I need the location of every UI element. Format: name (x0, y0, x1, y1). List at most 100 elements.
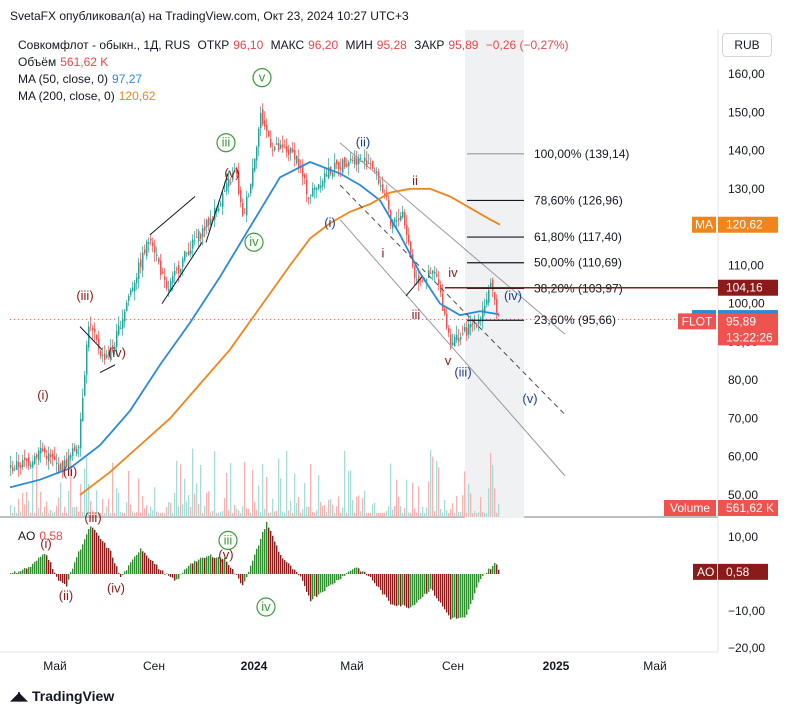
price-wave-label: iv (249, 234, 259, 249)
volume-bar (76, 506, 78, 517)
ma50-value: 97,27 (112, 72, 143, 86)
ao-bar (216, 557, 218, 574)
ao-bar (10, 573, 12, 574)
volume-bar (444, 499, 446, 517)
volume-bar (332, 504, 334, 517)
volume-bar (404, 507, 406, 517)
candle-body (440, 284, 442, 293)
candle-body (202, 228, 204, 237)
volume-bar (88, 483, 90, 517)
candle-body (366, 160, 368, 167)
ao-bar (142, 551, 144, 574)
ao-bar (386, 574, 388, 598)
volume-bar (420, 512, 422, 517)
ao-bar (484, 573, 486, 575)
ma200-line (79, 187, 501, 496)
volume-bar (52, 512, 54, 517)
candle-body (488, 290, 490, 303)
ao-bar (222, 559, 224, 574)
volume-bar (478, 512, 480, 517)
volume-bar (92, 510, 94, 517)
ao-bar (24, 567, 26, 574)
ao-bar (100, 538, 102, 574)
volume-bar (360, 511, 362, 517)
ao-bar (468, 574, 470, 610)
volume-bar (436, 460, 438, 517)
volume-bar (148, 512, 150, 517)
ao-bar (448, 574, 450, 616)
fib-level-label: 100,00% (139,14) (534, 147, 629, 161)
ao-bar (330, 574, 332, 585)
volume-bar (392, 509, 394, 517)
candle-body (136, 277, 138, 284)
ao-bar (12, 572, 14, 574)
candle-body (54, 456, 56, 461)
volume-bar (266, 476, 268, 517)
ao-tag-bg (718, 563, 768, 580)
ao-bar (332, 574, 334, 585)
volume-bar (164, 512, 166, 517)
ao-bar (488, 568, 490, 574)
ao-bar (82, 544, 84, 574)
volume-bar (248, 508, 250, 517)
candle-body (414, 266, 416, 278)
candle-body (270, 138, 272, 147)
candle-body (88, 326, 90, 348)
trend-line (149, 196, 196, 236)
candle-body (402, 211, 404, 218)
candle-body (326, 174, 328, 177)
candle-body (362, 160, 364, 162)
volume-bar (26, 491, 28, 517)
ao-bar (294, 569, 296, 574)
volume-bar (482, 511, 484, 517)
volume-bar (410, 512, 412, 517)
volume-bar (36, 451, 38, 517)
volume-label: Объём (18, 55, 57, 69)
volume-bar (220, 512, 222, 517)
ao-bar (418, 574, 420, 600)
volume-bar (60, 482, 62, 517)
ma200-price-label-bg (718, 216, 778, 233)
publisher-byline: SvetaFX опубликовал(а) на TradingView.co… (10, 9, 409, 23)
volume-bar (434, 511, 436, 517)
volume-bar (58, 497, 60, 517)
volume-bar (278, 458, 280, 517)
ao-wave-circle (256, 597, 276, 617)
volume-bar (398, 496, 400, 517)
candle-body (222, 193, 224, 208)
candle-body (192, 239, 194, 249)
price-tick-label: 80,00 (728, 373, 758, 387)
candle-body (104, 353, 106, 360)
volume-bar (212, 510, 214, 517)
ao-bar (150, 559, 152, 574)
volume-price-label-bg (718, 500, 778, 516)
volume-bar (254, 502, 256, 517)
ao-bar (402, 574, 404, 605)
candle-body (102, 354, 104, 356)
volume-bar (38, 507, 40, 517)
ao-bar (170, 574, 172, 577)
time-tick-label: Май (643, 659, 667, 673)
volume-bar (122, 512, 124, 517)
ao-tick-label: −20,00 (728, 641, 765, 655)
candle-body (110, 347, 112, 359)
price-wave-circle (244, 232, 264, 252)
candle-body (90, 324, 92, 326)
price-tick-label: 50,00 (728, 488, 758, 502)
symbol-legend: Совкомфлот - обыкн., 1Д, RUS ОТКР 96,10 М… (18, 38, 577, 52)
candle-body (346, 163, 348, 167)
ao-bar (108, 548, 110, 574)
candle-body (252, 167, 254, 187)
candle-body (152, 242, 154, 246)
ao-bar (198, 559, 200, 574)
volume-bar (382, 512, 384, 517)
candle-body (268, 130, 270, 137)
candle-body (320, 185, 322, 188)
candle-body (50, 454, 52, 457)
volume-bar (156, 511, 158, 517)
candle-body (378, 171, 380, 184)
currency-button[interactable]: RUB (722, 33, 772, 57)
volume-bar (152, 510, 154, 517)
ao-bar (302, 574, 304, 581)
